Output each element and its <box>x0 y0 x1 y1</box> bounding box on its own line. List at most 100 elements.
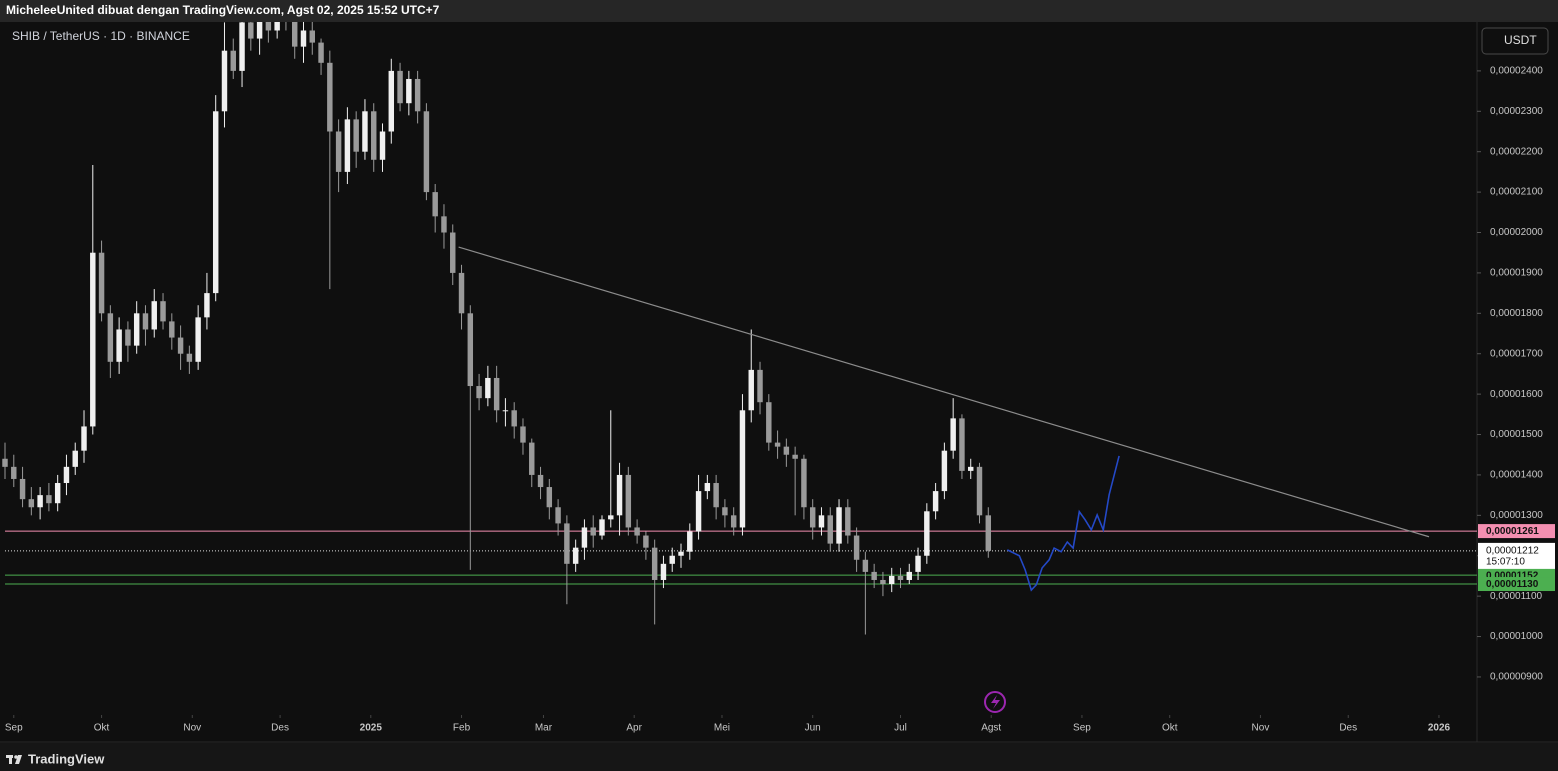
candle-body <box>564 523 570 564</box>
currency-button[interactable] <box>1481 27 1549 55</box>
candle-body <box>151 301 157 330</box>
candle-body <box>458 272 465 314</box>
x-tick-label: Des <box>1339 723 1357 734</box>
candle-body <box>37 495 43 508</box>
candle-body <box>353 119 359 152</box>
candle-body <box>116 329 122 362</box>
candle-body <box>493 377 500 411</box>
candle-body <box>809 507 816 528</box>
candle-body <box>379 131 386 160</box>
level-badge <box>1478 577 1555 592</box>
candle-body <box>169 321 175 338</box>
y-tick-label: 0,00001600 <box>1490 389 1543 400</box>
symbol-label: SHIB / TetherUS · 1D · BINANCE <box>12 29 190 43</box>
y-tick-label: 0,00002100 <box>1490 187 1543 198</box>
level-label: 0,00001130 <box>1486 579 1539 590</box>
currency-label[interactable]: USDT <box>1504 33 1537 47</box>
y-tick-label: 0,00001800 <box>1490 308 1543 319</box>
level-badge <box>1478 524 1555 539</box>
candle-body <box>959 418 965 471</box>
candle-body <box>98 252 105 314</box>
y-tick-label: 0,00001700 <box>1490 348 1543 359</box>
candle-body <box>695 491 702 532</box>
candle-body <box>274 22 280 31</box>
x-tick-label: Apr <box>626 723 642 734</box>
candle-body <box>643 535 649 548</box>
candle-body <box>511 410 517 427</box>
candle-body <box>300 30 307 47</box>
brand-logo <box>6 755 22 764</box>
candle-body <box>230 50 236 71</box>
candle-body <box>572 547 579 564</box>
candle-body <box>634 527 640 536</box>
candle-body <box>660 563 667 580</box>
candle-body <box>107 313 114 362</box>
candle-body <box>371 111 377 160</box>
y-tick-label: 0,00001000 <box>1490 631 1543 642</box>
candle-body <box>880 579 886 585</box>
candle-body <box>924 511 930 556</box>
candle-body <box>423 111 430 193</box>
last-price-label: 0,00001212 <box>1486 546 1539 557</box>
candle-body <box>432 192 438 217</box>
x-tick-label: Nov <box>183 723 201 734</box>
candle-body <box>985 515 992 551</box>
candle-body <box>581 527 588 548</box>
candle-body <box>792 454 798 459</box>
logo-part <box>14 755 18 759</box>
projection-line <box>1006 455 1120 592</box>
candle-body <box>757 369 763 403</box>
candle-body <box>845 507 851 536</box>
candle-body <box>976 466 983 516</box>
candle-body <box>897 575 904 580</box>
top-bar <box>0 0 1558 22</box>
candle-body <box>441 216 447 233</box>
candle-body <box>669 555 675 564</box>
candle-body <box>406 78 412 104</box>
last-price-badge <box>1478 542 1555 569</box>
candle-body <box>599 519 605 536</box>
candle-body <box>801 458 807 508</box>
candle-body <box>713 483 719 508</box>
candle-body <box>2 458 8 467</box>
x-tick-label: Okt <box>94 723 110 734</box>
candle-body <box>871 571 877 580</box>
candle-body <box>520 426 526 443</box>
candle-body <box>265 22 272 31</box>
candle-body <box>730 515 737 528</box>
candle-body <box>625 474 632 528</box>
candle-body <box>344 119 351 172</box>
candle-body <box>397 70 403 104</box>
logo-part <box>9 755 12 764</box>
x-tick-label: Des <box>271 723 289 734</box>
candle-body <box>54 483 61 504</box>
y-tick-label: 0,00000900 <box>1490 672 1543 683</box>
x-tick-label: Jun <box>805 723 821 734</box>
events-bolt <box>991 695 1000 709</box>
candle-body <box>125 329 131 346</box>
candle-body <box>941 450 948 492</box>
candle-body <box>309 30 315 43</box>
candle-body <box>46 495 52 504</box>
x-tick-label: Feb <box>453 723 471 734</box>
y-tick-label: 0,00001400 <box>1490 470 1543 481</box>
candle-body <box>142 313 149 330</box>
y-tick-label: 0,00001900 <box>1490 268 1543 279</box>
trendline <box>458 246 1430 538</box>
y-tick-label: 0,00002400 <box>1490 66 1543 77</box>
candle-body <box>256 22 263 39</box>
candle-body <box>546 487 553 508</box>
candle-body <box>704 483 711 492</box>
candle-body <box>529 442 535 475</box>
candle-body <box>186 353 193 362</box>
candle-body <box>467 313 474 387</box>
candle-body <box>502 410 509 412</box>
candle-body <box>836 507 842 544</box>
candle-body <box>239 22 245 71</box>
candle-body <box>248 22 254 39</box>
footer <box>0 743 1558 771</box>
candle-body <box>608 515 614 520</box>
events-icon[interactable] <box>984 691 1006 713</box>
candle-body <box>19 478 26 500</box>
